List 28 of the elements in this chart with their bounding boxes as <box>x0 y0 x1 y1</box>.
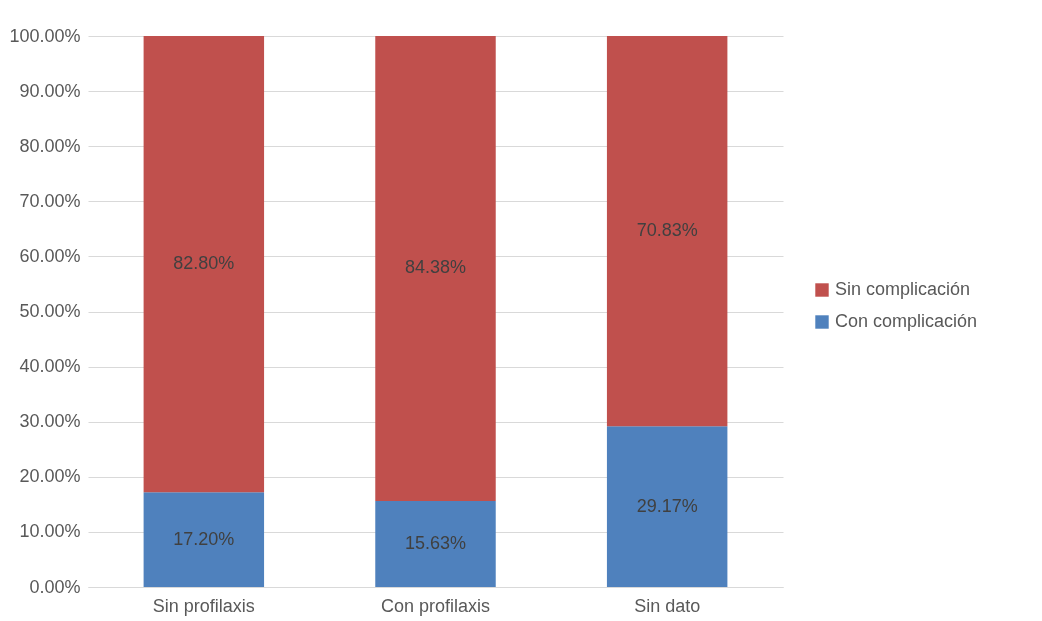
data-label: 82.80% <box>173 253 235 274</box>
y-tick-label: 20.00% <box>19 466 81 487</box>
y-tick-label: 70.00% <box>19 190 81 211</box>
bar <box>143 36 265 493</box>
y-tick-label: 60.00% <box>19 245 81 266</box>
y-tick-label: 10.00% <box>19 521 81 542</box>
data-label: 84.38% <box>404 257 467 278</box>
y-tick-label: 100.00% <box>9 25 81 46</box>
y-tick-label: 0.00% <box>29 576 81 597</box>
bar <box>375 500 496 587</box>
data-label: 15.63% <box>404 532 467 553</box>
x-tick-label: Con profilaxis <box>380 595 491 616</box>
y-tick-label: 90.00% <box>19 80 81 101</box>
data-label: 29.17% <box>636 495 698 516</box>
legend-label: Con complicación <box>835 311 978 331</box>
bar <box>606 426 728 587</box>
y-tick-label: 80.00% <box>19 135 81 156</box>
y-tick-label: 30.00% <box>19 411 81 432</box>
y-tick-label: 40.00% <box>19 356 81 377</box>
bar <box>375 36 496 501</box>
data-label: 70.83% <box>636 220 698 241</box>
legend-label: Sin complicación <box>835 279 971 299</box>
y-tick-label: 50.00% <box>19 301 81 321</box>
data-label: 17.20% <box>173 528 235 549</box>
x-tick-label: Sin dato <box>634 595 701 616</box>
bar <box>143 492 265 587</box>
bar <box>606 36 728 427</box>
x-tick-label: Sin profilaxis <box>152 595 255 616</box>
